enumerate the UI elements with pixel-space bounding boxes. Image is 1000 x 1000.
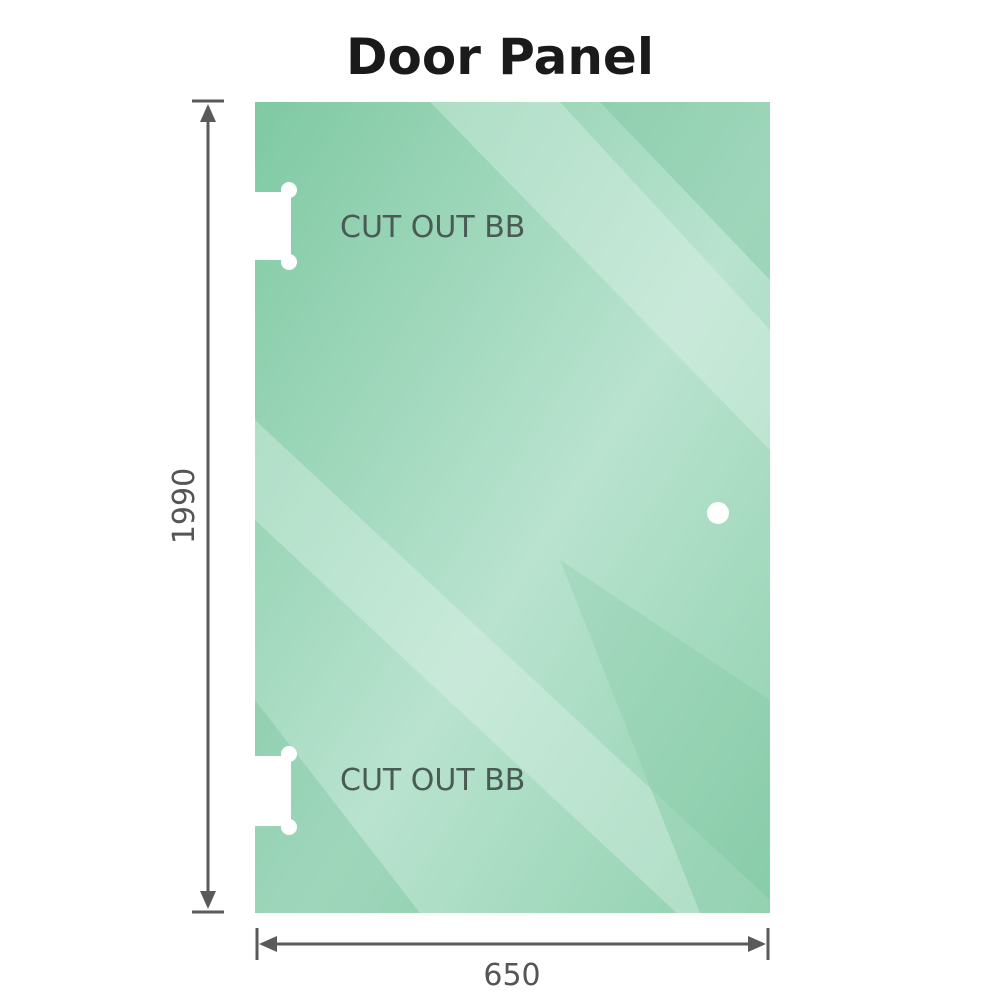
cutout-bottom — [250, 746, 297, 835]
diagram-title: Door Panel — [346, 28, 654, 86]
glass-panel — [255, 102, 770, 913]
cutout-label-top: CUT OUT BB — [340, 210, 525, 245]
cutout-label-bottom: CUT OUT BB — [340, 763, 525, 798]
cutout-top — [250, 182, 297, 270]
width-label: 650 — [483, 958, 540, 993]
height-dimension-line — [192, 99, 224, 914]
height-label: 1990 — [167, 468, 202, 544]
width-dimension-line — [255, 928, 770, 960]
handle-hole — [707, 502, 729, 524]
